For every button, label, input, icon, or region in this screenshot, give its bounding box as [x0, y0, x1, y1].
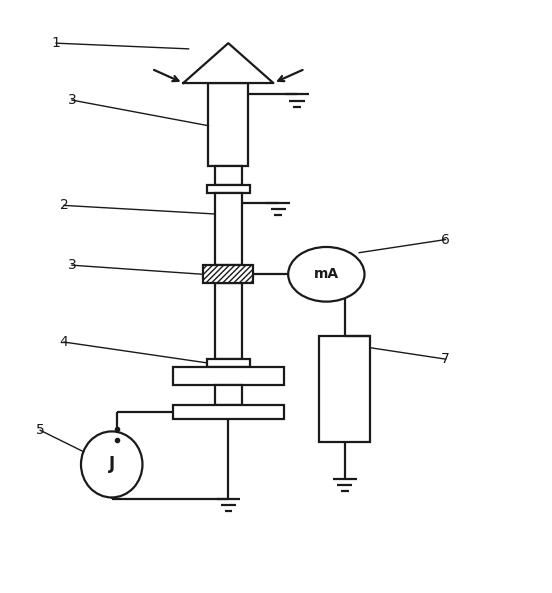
Text: 7: 7	[441, 352, 450, 366]
Text: 4: 4	[60, 335, 68, 349]
Bar	[209, 83, 248, 165]
Text: 1: 1	[52, 36, 61, 50]
Text: J: J	[109, 455, 115, 473]
Bar	[215, 165, 242, 186]
Bar	[215, 193, 242, 265]
Text: 2: 2	[60, 199, 68, 212]
Text: mA: mA	[314, 267, 339, 281]
Polygon shape	[183, 43, 273, 83]
Bar	[203, 265, 253, 283]
Bar	[215, 283, 242, 359]
Bar	[173, 404, 284, 419]
Bar	[206, 359, 250, 366]
Bar	[206, 186, 250, 193]
Bar	[173, 366, 284, 385]
Ellipse shape	[288, 247, 364, 302]
Text: 3: 3	[67, 258, 76, 272]
Text: 3: 3	[67, 93, 76, 107]
Bar	[320, 336, 370, 442]
Bar	[215, 385, 242, 404]
Text: 6: 6	[441, 232, 450, 247]
Circle shape	[81, 432, 142, 498]
Text: 5: 5	[36, 423, 45, 437]
